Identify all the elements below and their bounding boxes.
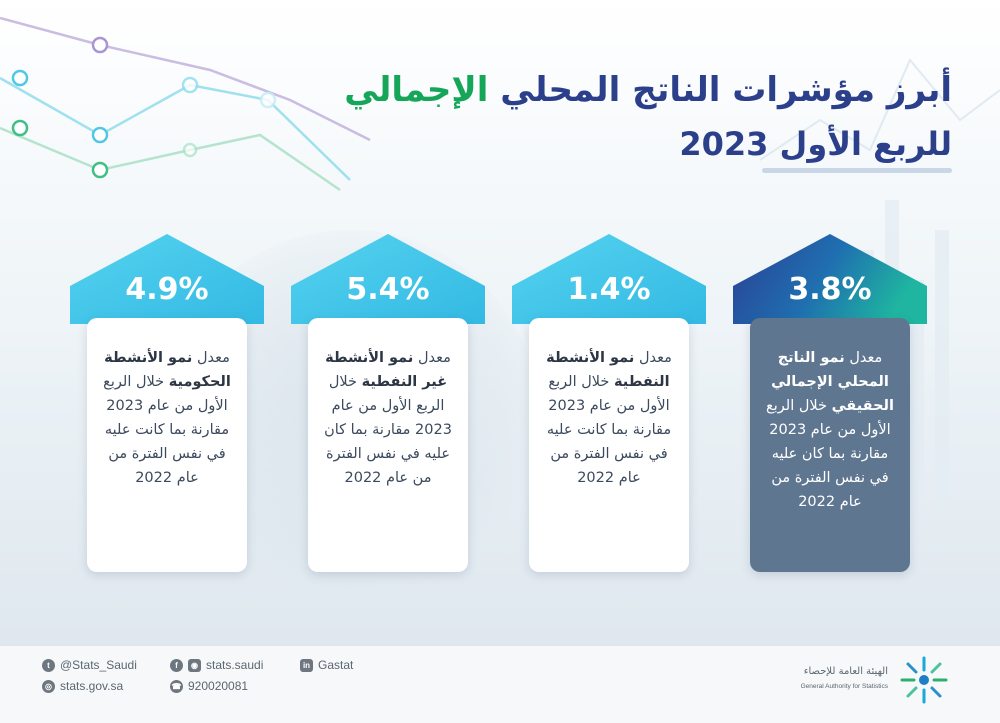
indicator-value: 4.9%: [125, 272, 209, 307]
description-text: خلال الربع الأول من عام 2023 مقارنة بما …: [103, 374, 230, 486]
globe-icon: ◎: [42, 679, 55, 693]
footer-phone[interactable]: ☎ 920020081: [170, 679, 248, 693]
description-lead: معدل: [417, 350, 451, 366]
page-subtitle: للربع الأول 2023: [679, 125, 952, 163]
facebook-icon: f: [170, 658, 183, 672]
logo-arabic-name: الهيئة العامة للإحصاء: [803, 666, 888, 677]
indicator-card-oil-activities: 1.4% معدل نمو الأنشطة النفطية خلال الربع…: [512, 234, 706, 574]
twitter-icon: t: [42, 658, 55, 672]
title-part-1: أبرز مؤشرات الناتج المحلي: [500, 70, 952, 110]
title-underline: [762, 168, 952, 173]
footer: t @Stats_Saudi ◎ stats.gov.sa f ◉ stats.…: [0, 645, 1000, 723]
footer-linkedin-handle: Gastat: [318, 658, 354, 672]
description-text: خلال الربع الأول من عام 2023 مقارنة بما …: [766, 398, 891, 510]
title-part-2: الإجمالي: [344, 70, 489, 110]
footer-social[interactable]: f ◉ stats.saudi: [170, 658, 263, 672]
footer-twitter-handle: @Stats_Saudi: [60, 658, 137, 672]
footer-linkedin[interactable]: in Gastat: [300, 658, 353, 672]
indicator-card-government-activities: 4.9% معدل نمو الأنشطة الحكومية خلال الرب…: [70, 234, 264, 574]
page-title: أبرز مؤشرات الناتج المحلي الإجمالي: [344, 68, 952, 112]
description-text: خلال الربع الأول من عام 2023 مقارنة بما …: [324, 374, 452, 486]
phone-icon: ☎: [170, 679, 183, 693]
indicator-value: 5.4%: [346, 272, 430, 307]
description-text: خلال الربع الأول من عام 2023 مقارنة بما …: [546, 374, 672, 486]
indicator-value: 3.8%: [788, 272, 872, 307]
footer-website-url: stats.gov.sa: [60, 679, 124, 693]
instagram-icon: ◉: [188, 658, 201, 672]
card-arrow-header: [291, 234, 485, 324]
description-bold: نمو الناتج المحلي الإجمالي الحقيقي: [771, 350, 894, 414]
card-arrow-header: [733, 234, 927, 324]
linkedin-icon: in: [300, 658, 313, 672]
card-arrow-header: [70, 234, 264, 324]
indicator-card-non-oil-activities: 5.4% معدل نمو الأنشطة غير النفطية خلال ا…: [291, 234, 485, 574]
description-bold: نمو الأنشطة غير النفطية: [325, 350, 448, 390]
indicator-description-box: معدل نمو الناتج المحلي الإجمالي الحقيقي …: [750, 318, 910, 572]
card-arrow-header: [512, 234, 706, 324]
description-bold: نمو الأنشطة النفطية: [546, 350, 670, 390]
indicator-description-box: معدل نمو الأنشطة الحكومية خلال الربع الأ…: [87, 318, 247, 572]
gastat-logo-mark-icon: [900, 656, 948, 704]
indicator-description-box: معدل نمو الأنشطة النفطية خلال الربع الأو…: [529, 318, 689, 572]
footer-phone-number: 920020081: [188, 679, 249, 693]
footer-twitter[interactable]: t @Stats_Saudi: [42, 658, 137, 672]
logo-english-name: General Authority for Statistics: [800, 683, 888, 690]
gastat-logo: الهيئة العامة للإحصاء General Authority …: [801, 650, 968, 710]
description-lead: معدل: [196, 350, 230, 366]
footer-social-handle: stats.saudi: [206, 658, 264, 672]
description-lead: معدل: [849, 350, 883, 366]
indicator-value: 1.4%: [567, 272, 651, 307]
indicator-description-box: معدل نمو الأنشطة غير النفطية خلال الربع …: [308, 318, 468, 572]
indicator-card-real-gdp: 3.8% معدل نمو الناتج المحلي الإجمالي الح…: [733, 234, 927, 574]
description-bold: نمو الأنشطة الحكومية: [104, 350, 231, 390]
title-block: أبرز مؤشرات الناتج المحلي الإجمالي للربع…: [344, 68, 952, 168]
description-lead: معدل: [638, 350, 672, 366]
footer-website[interactable]: ◎ stats.gov.sa: [42, 679, 123, 693]
